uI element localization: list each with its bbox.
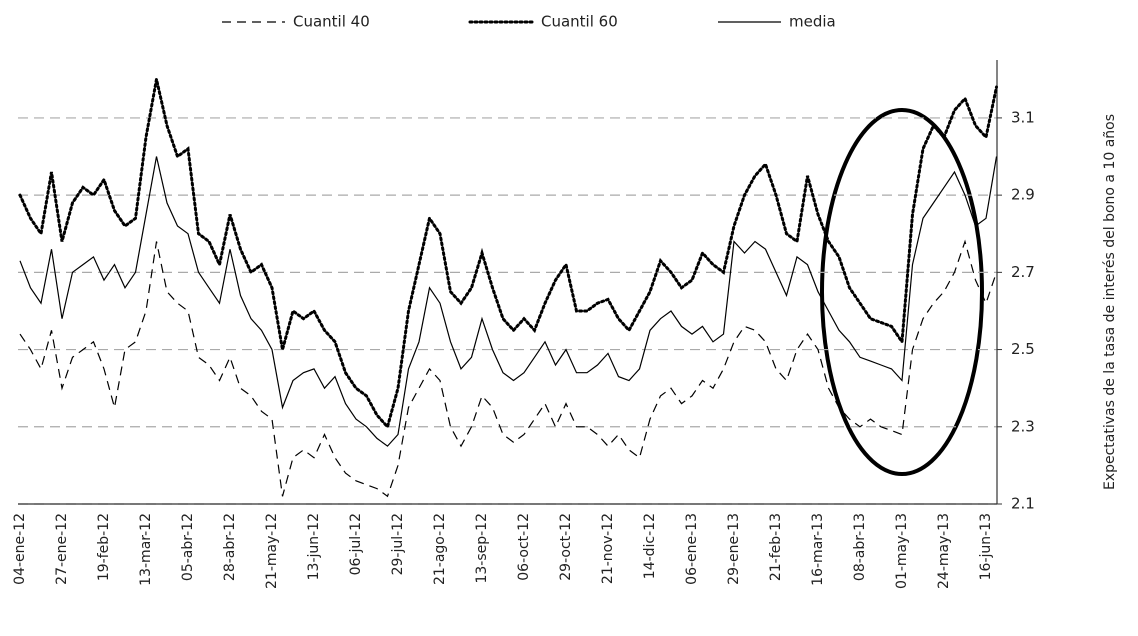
y-tick-label: 2.5 (1011, 340, 1035, 358)
x-tick-label: 21-ago-12 (432, 513, 448, 585)
legend-label: Cuantil 60 (541, 13, 618, 31)
x-tick-label: 29-oct-12 (558, 513, 574, 581)
series-line (19, 239, 998, 498)
x-tick-label: 06-jul-12 (348, 513, 364, 575)
series-line (18, 78, 998, 430)
series-line (19, 156, 998, 447)
y-tick-label: 2.3 (1011, 417, 1035, 435)
y-tick-label: 2.1 (1011, 495, 1035, 513)
x-tick-label: 27-ene-12 (54, 513, 70, 585)
x-tick-label: 21-may-12 (264, 513, 280, 589)
x-tick-label: 21-feb-13 (768, 513, 784, 581)
x-tick-label: 06-ene-13 (684, 513, 700, 585)
x-tick-label: 21-nov-12 (600, 513, 616, 584)
x-tick-label: 29-jul-12 (390, 513, 406, 575)
x-tick-label: 16-mar-13 (810, 513, 826, 586)
legend-label: media (789, 13, 836, 31)
x-tick-label: 24-may-13 (936, 513, 952, 589)
x-tick-label: 14-dic-12 (642, 513, 658, 579)
x-tick-label: 05-abr-12 (180, 513, 196, 581)
x-tick-label: 19-feb-12 (96, 513, 112, 581)
x-tick-label: 29-ene-13 (726, 513, 742, 585)
x-tick-label: 01-may-13 (894, 513, 910, 589)
x-tick-label: 06-oct-12 (516, 513, 532, 581)
y-tick-label: 2.9 (1011, 186, 1035, 204)
legend-label: Cuantil 40 (293, 13, 370, 31)
x-tick-label: 16-jun-13 (978, 513, 994, 580)
x-tick-label: 08-abr-13 (852, 513, 868, 581)
y-tick-label: 2.7 (1011, 263, 1035, 281)
y-axis-title: Expectativas de la tasa de interés del b… (1102, 114, 1118, 490)
highlight-ellipse (820, 108, 984, 476)
x-tick-label: 13-sep-12 (474, 513, 490, 584)
x-tick-label: 04-ene-12 (12, 513, 28, 585)
x-tick-label: 13-mar-12 (138, 513, 154, 586)
y-tick-label: 3.1 (1011, 108, 1035, 126)
x-tick-label: 13-jun-12 (306, 513, 322, 580)
x-tick-label: 28-abr-12 (222, 513, 238, 581)
